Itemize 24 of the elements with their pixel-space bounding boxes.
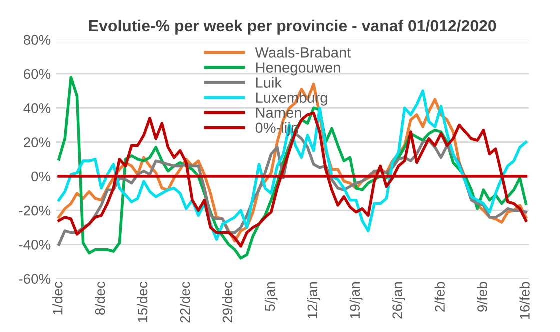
y-tick-label: -40% (19, 240, 51, 250)
legend-label: Luik (256, 77, 282, 88)
x-tick-label: 15/dec (137, 282, 148, 322)
x-tick-label: 2/feb (434, 282, 445, 312)
y-tick-label: 20% (24, 138, 51, 148)
y-tick-label: 0% (32, 172, 51, 182)
y-tick-label: 40% (24, 103, 51, 114)
y-tick-label: -60% (19, 274, 51, 284)
x-tick-label: 19/jan (350, 282, 363, 318)
legend-label: Henegouwen (256, 62, 340, 76)
y-tick-label: -20% (19, 206, 51, 216)
chart-title: Evolutie-% per week per provincie - vanaf 01/012/2020 (90, 20, 496, 35)
x-tick-label: 26/jan (392, 282, 406, 319)
y-tick-label: 60% (24, 69, 51, 80)
x-tick-label: 16/feb (520, 282, 530, 320)
legend-label: Waals-Brabant (255, 47, 352, 58)
x-tick-label: 22/dec (180, 282, 190, 323)
x-tick-label: 12/jan (307, 282, 320, 318)
x-tick-label: 8/dec (95, 282, 106, 316)
x-tick-label: 29/dec (222, 282, 233, 323)
x-tick-label: 9/feb (477, 282, 488, 312)
y-tick-label: 80% (24, 35, 51, 46)
x-tick-label: 5/jan (264, 282, 278, 312)
x-tick-label: 1/dec (52, 282, 63, 315)
